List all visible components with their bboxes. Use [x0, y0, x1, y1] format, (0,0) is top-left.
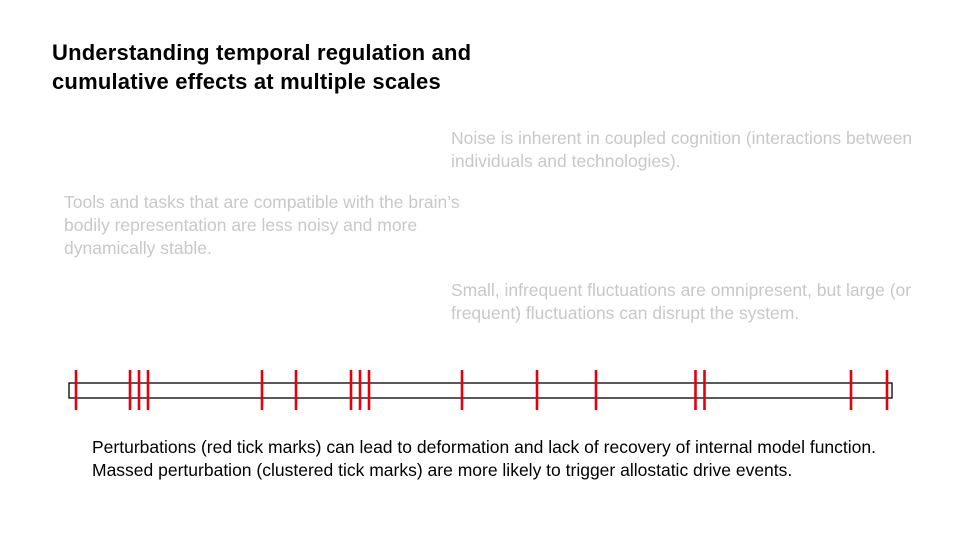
note-fluctuations: Small, infrequent fluctuations are omnip…: [451, 280, 912, 323]
perturbation-timeline: [68, 370, 893, 410]
timeline-bar: [68, 382, 893, 399]
caption: Perturbations (red tick marks) can lead …: [92, 437, 876, 480]
note-tools-tasks: Tools and tasks that are compatible with…: [64, 192, 460, 258]
tick-marks: [74, 370, 889, 410]
note-coupled-cognition: Noise is inherent in coupled cognition (…: [451, 128, 913, 171]
slide-title: Understanding temporal regulation and cu…: [52, 40, 472, 94]
